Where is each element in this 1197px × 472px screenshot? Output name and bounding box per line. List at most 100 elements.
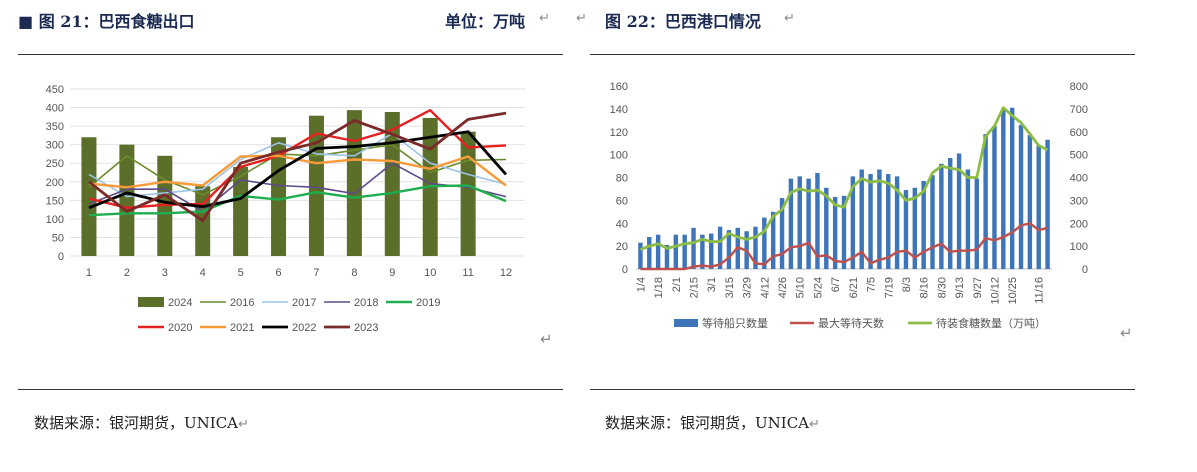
right-source-text: 数据来源：银河期货，UNICA xyxy=(605,414,810,432)
x-tick-label: 11 xyxy=(462,267,473,279)
bar-waiting-ships xyxy=(726,230,732,269)
y-left-tick-label: 60 xyxy=(616,195,628,207)
paragraph-mark-icon: ↵ xyxy=(1120,324,1133,342)
y-left-tick-label: 160 xyxy=(610,81,628,93)
bar-waiting-ships xyxy=(779,198,785,269)
paragraph-mark-icon: ↵ xyxy=(540,330,553,348)
x-tick-label: 2/15 xyxy=(689,277,701,298)
legend-label: 2018 xyxy=(354,297,378,309)
bar-2024 xyxy=(81,137,97,256)
legend-label: 2023 xyxy=(354,322,378,334)
y-tick-label: 0 xyxy=(58,251,64,263)
x-tick-label: 12 xyxy=(500,267,512,279)
y-tick-label: 250 xyxy=(46,158,64,170)
bar-waiting-ships xyxy=(673,234,679,269)
y-tick-label: 300 xyxy=(46,140,64,152)
y-right-tick-label: 0 xyxy=(1082,264,1088,276)
bar-waiting-ships xyxy=(894,176,900,269)
x-tick-label: 10 xyxy=(424,267,436,279)
bar-waiting-ships xyxy=(753,226,758,269)
bar-2024 xyxy=(233,166,249,256)
title-square-icon: ■ xyxy=(18,12,34,31)
bar-waiting-ships xyxy=(983,134,988,269)
series-line-2023 xyxy=(88,111,507,223)
left-chart-unit: 单位：万吨 xyxy=(445,12,526,31)
x-tick-label: 6/21 xyxy=(848,277,860,298)
bar-waiting-ships xyxy=(965,169,971,269)
bar-waiting-ships xyxy=(1009,107,1015,269)
right-chart-title: 图 22：巴西港口情况 xyxy=(605,12,761,31)
y-right-tick-label: 300 xyxy=(1070,195,1088,207)
x-tick-label: 11/16 xyxy=(1034,277,1046,304)
y-left-tick-label: 100 xyxy=(610,150,628,162)
bar-waiting-ships xyxy=(956,153,962,269)
y-right-tick-label: 100 xyxy=(1070,241,1088,253)
paragraph-mark-icon: ↵ xyxy=(539,11,550,26)
bar-waiting-ships xyxy=(877,169,882,269)
left-source: 数据来源：银河期货，UNICA↵ xyxy=(34,412,249,433)
x-tick-label: 10/25 xyxy=(1007,277,1019,305)
x-tick-label: 3/29 xyxy=(742,277,754,298)
series-line-max-wait-days xyxy=(640,222,1048,271)
bar-waiting-ships xyxy=(691,227,696,269)
bar-waiting-ships xyxy=(762,217,767,269)
left-chart-title-text: 图 21：巴西食糖出口 xyxy=(38,12,195,31)
bar-waiting-ships xyxy=(709,233,714,269)
y-tick-label: 150 xyxy=(46,195,64,207)
bar-waiting-ships xyxy=(921,180,926,269)
bar-waiting-ships xyxy=(850,176,856,269)
bar-2024 xyxy=(460,131,476,256)
x-tick-label: 8/3 xyxy=(901,277,913,292)
x-tick-label: 2/1 xyxy=(671,277,683,292)
bar-waiting-ships xyxy=(824,187,829,269)
bar-waiting-ships xyxy=(948,158,953,269)
bar-waiting-ships xyxy=(770,211,776,269)
paragraph-mark-icon: ↵ xyxy=(809,417,820,432)
bar-waiting-ships xyxy=(859,169,864,269)
x-tick-label: 8/16 xyxy=(919,277,931,298)
legend-label: 2017 xyxy=(292,297,316,309)
series-line-sugar-waiting xyxy=(639,106,1049,251)
right-chart: 0 20 40 60 80 100 120 140 160 0 100 200 300 400 500 600… xyxy=(610,81,1088,330)
bar-waiting-ships xyxy=(930,175,935,269)
bar-waiting-ships xyxy=(788,178,794,269)
legend-label: 2019 xyxy=(416,297,440,309)
bar-waiting-ships xyxy=(903,190,909,269)
x-tick-label: 6/7 xyxy=(830,277,842,292)
left-chart-title: ■ 图 21：巴西食糖出口 xyxy=(18,8,195,32)
x-tick-label: 9/13 xyxy=(954,277,966,298)
series-line-2022 xyxy=(88,130,508,210)
bar-2024 xyxy=(119,144,135,256)
x-tick-label: 5/10 xyxy=(795,277,807,298)
series-line-2020 xyxy=(88,109,507,210)
x-tick-label: 5 xyxy=(238,267,244,279)
y-left-tick-label: 140 xyxy=(610,104,628,116)
x-tick-label: 3 xyxy=(162,267,168,279)
legend-label: 待装食糖数量（万吨） xyxy=(936,316,1046,330)
bar-waiting-ships xyxy=(1018,124,1024,269)
y-right-tick-label: 600 xyxy=(1070,127,1088,139)
bar-waiting-ships xyxy=(1036,145,1041,269)
y-tick-label: 200 xyxy=(46,177,64,189)
left-top-rule xyxy=(18,54,563,55)
legend-label: 2016 xyxy=(230,297,254,309)
x-tick-label: 8 xyxy=(351,267,357,279)
right-source: 数据来源：银河期货，UNICA↵ xyxy=(605,412,820,433)
x-tick-label: 10/12 xyxy=(989,277,1001,305)
y-left-tick-label: 0 xyxy=(622,264,628,276)
bar-waiting-ships xyxy=(1045,139,1050,269)
bar-waiting-ships xyxy=(638,242,643,269)
y-left-tick-label: 80 xyxy=(616,173,628,185)
y-left-tick-label: 120 xyxy=(610,127,628,139)
y-right-tick-label: 400 xyxy=(1070,173,1088,185)
x-tick-label: 3/15 xyxy=(724,277,736,298)
series-line-2019 xyxy=(88,184,507,217)
legend-label: 等待船只数量 xyxy=(702,316,768,330)
bar-waiting-ships xyxy=(1001,108,1006,269)
bar-waiting-ships xyxy=(815,172,820,269)
left-bottom-rule xyxy=(18,389,563,390)
y-left-tick-label: 40 xyxy=(616,218,628,230)
x-tick-label: 3/1 xyxy=(706,277,718,292)
y-tick-label: 350 xyxy=(46,121,64,133)
y-left-tick-label: 20 xyxy=(616,241,628,253)
